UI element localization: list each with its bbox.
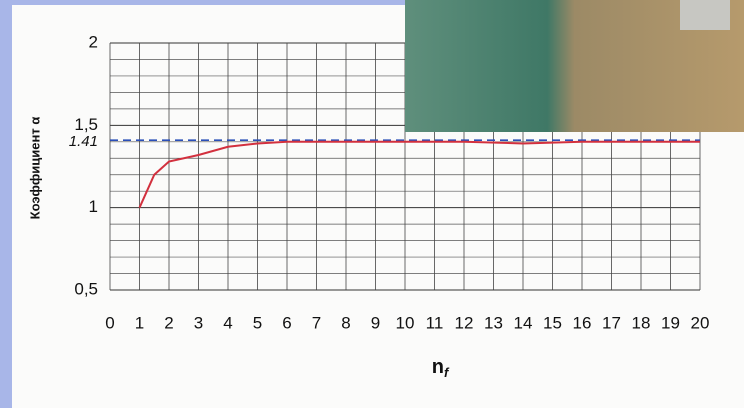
x-tick-label: 11 <box>426 313 444 332</box>
x-tick-label: 5 <box>253 313 262 332</box>
x-tick-label: 3 <box>194 313 203 332</box>
x-tick-label: 6 <box>282 313 291 332</box>
x-axis-label-sub: f <box>444 365 450 380</box>
x-tick-label: 13 <box>484 313 503 332</box>
x-tick-label: 2 <box>164 313 173 332</box>
x-tick-label: 10 <box>396 313 415 332</box>
x-tick-label: 19 <box>661 313 680 332</box>
x-tick-label: 15 <box>543 313 562 332</box>
x-tick-label: 1 <box>135 313 144 332</box>
x-tick-label: 4 <box>223 313 232 332</box>
x-tick-label: 7 <box>312 313 321 332</box>
y-tick-label: 1,5 <box>74 115 98 134</box>
x-tick-label: 16 <box>573 313 592 332</box>
x-tick-label: 17 <box>602 313 621 332</box>
x-axis-label-main: n <box>432 356 444 378</box>
y-tick-label: 2 <box>89 32 98 51</box>
y-tick-label: 0,5 <box>74 279 98 298</box>
top-strip <box>0 0 744 5</box>
marks <box>110 139 700 209</box>
x-axis-label: nf <box>432 356 450 380</box>
photo-object <box>680 0 730 30</box>
y-axis-label: Коэффициент α <box>27 117 42 220</box>
y-tick-label: 1 <box>89 197 98 216</box>
x-tick-label: 14 <box>514 313 533 332</box>
left-strip <box>0 0 12 408</box>
x-tick-label: 8 <box>341 313 350 332</box>
x-tick-label: 20 <box>691 313 710 332</box>
reference-label: 1.41 <box>69 133 98 150</box>
x-tick-label: 12 <box>455 313 474 332</box>
x-tick-label: 9 <box>371 313 380 332</box>
x-tick-label: 18 <box>632 313 651 332</box>
x-tick-label: 0 <box>105 313 114 332</box>
data-line <box>138 140 700 209</box>
